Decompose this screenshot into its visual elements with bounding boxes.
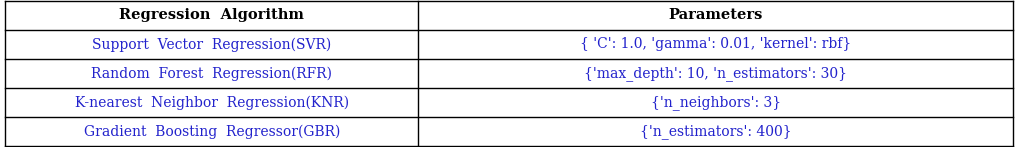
Bar — [5, 30, 418, 59]
Text: Regression  Algorithm: Regression Algorithm — [119, 8, 304, 22]
Bar — [418, 30, 1013, 59]
Bar — [418, 59, 1013, 88]
Text: Support  Vector  Regression(SVR): Support Vector Regression(SVR) — [92, 37, 331, 52]
Text: {'n_estimators': 400}: {'n_estimators': 400} — [639, 124, 791, 139]
Text: {'n_neighbors': 3}: {'n_neighbors': 3} — [651, 95, 781, 110]
Bar — [5, 1, 418, 30]
Bar — [5, 59, 418, 88]
Text: Parameters: Parameters — [669, 8, 762, 22]
Bar — [418, 88, 1013, 117]
Text: { 'C': 1.0, 'gamma': 0.01, 'kernel': rbf}: { 'C': 1.0, 'gamma': 0.01, 'kernel': rbf… — [580, 37, 851, 51]
Bar — [5, 117, 418, 146]
Text: {'max_depth': 10, 'n_estimators': 30}: {'max_depth': 10, 'n_estimators': 30} — [584, 66, 847, 81]
Bar — [418, 1, 1013, 30]
Text: K-nearest  Neighbor  Regression(KNR): K-nearest Neighbor Regression(KNR) — [74, 95, 349, 110]
Text: Gradient  Boosting  Regressor(GBR): Gradient Boosting Regressor(GBR) — [83, 125, 340, 139]
Bar — [418, 117, 1013, 146]
Bar — [5, 88, 418, 117]
Text: Random  Forest  Regression(RFR): Random Forest Regression(RFR) — [92, 66, 332, 81]
